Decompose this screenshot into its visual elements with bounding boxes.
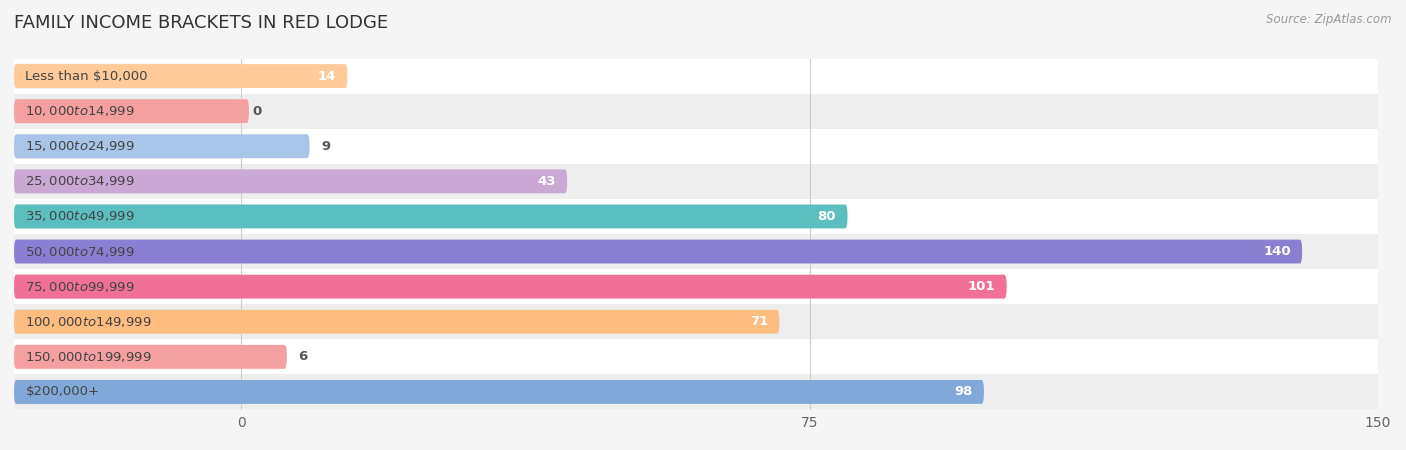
FancyBboxPatch shape: [14, 164, 1378, 199]
Text: $50,000 to $74,999: $50,000 to $74,999: [25, 244, 135, 259]
FancyBboxPatch shape: [14, 339, 1378, 374]
FancyBboxPatch shape: [14, 169, 242, 194]
FancyBboxPatch shape: [14, 58, 1378, 94]
Text: $25,000 to $34,999: $25,000 to $34,999: [25, 174, 135, 189]
Text: $200,000+: $200,000+: [25, 386, 100, 398]
FancyBboxPatch shape: [14, 64, 242, 88]
FancyBboxPatch shape: [14, 129, 1378, 164]
Text: 98: 98: [955, 386, 973, 398]
FancyBboxPatch shape: [14, 239, 1302, 264]
Text: Source: ZipAtlas.com: Source: ZipAtlas.com: [1267, 14, 1392, 27]
Text: 9: 9: [321, 140, 330, 153]
Text: 0: 0: [253, 105, 262, 117]
FancyBboxPatch shape: [14, 274, 1007, 299]
FancyBboxPatch shape: [14, 134, 242, 158]
Text: 14: 14: [318, 70, 336, 82]
Text: $75,000 to $99,999: $75,000 to $99,999: [25, 279, 135, 294]
Text: 101: 101: [967, 280, 995, 293]
Text: 140: 140: [1263, 245, 1291, 258]
FancyBboxPatch shape: [14, 64, 347, 88]
Text: 71: 71: [749, 315, 768, 328]
Text: Less than $10,000: Less than $10,000: [25, 70, 148, 82]
FancyBboxPatch shape: [14, 345, 242, 369]
FancyBboxPatch shape: [14, 269, 1378, 304]
Text: $10,000 to $14,999: $10,000 to $14,999: [25, 104, 135, 118]
Text: $150,000 to $199,999: $150,000 to $199,999: [25, 350, 152, 364]
FancyBboxPatch shape: [14, 239, 242, 264]
FancyBboxPatch shape: [14, 310, 242, 334]
FancyBboxPatch shape: [14, 274, 242, 299]
FancyBboxPatch shape: [14, 380, 242, 404]
FancyBboxPatch shape: [14, 94, 1378, 129]
FancyBboxPatch shape: [14, 380, 984, 404]
FancyBboxPatch shape: [14, 199, 1378, 234]
FancyBboxPatch shape: [14, 169, 567, 194]
Text: 6: 6: [298, 351, 308, 363]
Text: $100,000 to $149,999: $100,000 to $149,999: [25, 315, 152, 329]
FancyBboxPatch shape: [14, 345, 287, 369]
FancyBboxPatch shape: [14, 99, 249, 123]
Text: $15,000 to $24,999: $15,000 to $24,999: [25, 139, 135, 153]
FancyBboxPatch shape: [14, 234, 1378, 269]
FancyBboxPatch shape: [14, 204, 242, 229]
Text: 43: 43: [537, 175, 555, 188]
Text: 80: 80: [818, 210, 837, 223]
Text: $35,000 to $49,999: $35,000 to $49,999: [25, 209, 135, 224]
FancyBboxPatch shape: [14, 204, 848, 229]
FancyBboxPatch shape: [14, 304, 1378, 339]
FancyBboxPatch shape: [14, 99, 242, 123]
FancyBboxPatch shape: [14, 134, 309, 158]
Text: FAMILY INCOME BRACKETS IN RED LODGE: FAMILY INCOME BRACKETS IN RED LODGE: [14, 14, 388, 32]
FancyBboxPatch shape: [14, 374, 1378, 410]
FancyBboxPatch shape: [14, 310, 779, 334]
